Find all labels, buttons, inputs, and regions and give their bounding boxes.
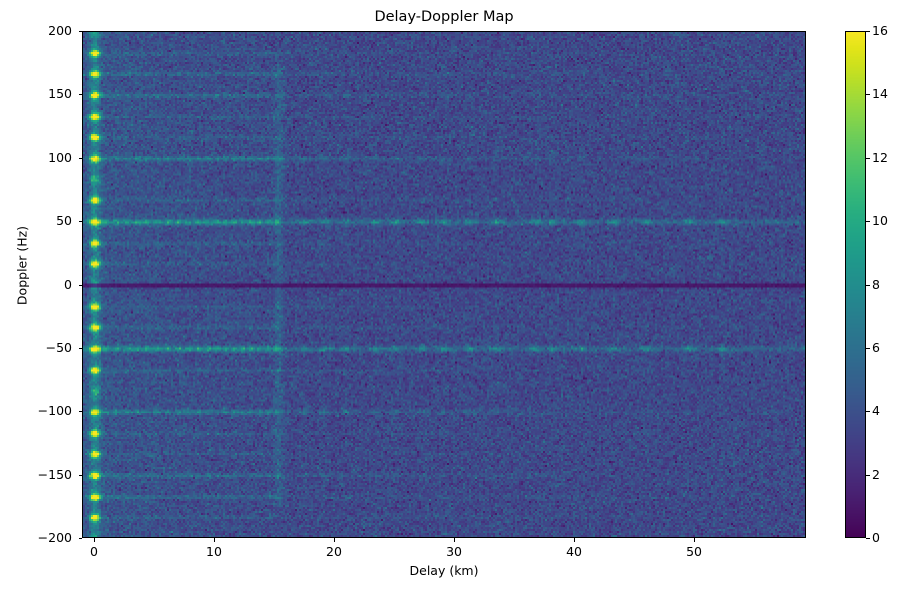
colorbar-tick-label-14: 14 [872, 86, 888, 102]
y-tick-label--50: −50 [45, 339, 72, 355]
y-tick-0 [78, 284, 82, 286]
colorbar-tick-label-8: 8 [872, 276, 880, 292]
x-tick-0 [94, 538, 95, 542]
x-tick-label-0: 0 [90, 544, 98, 559]
y-tick-label-0: 0 [64, 276, 72, 292]
x-tick-40 [574, 538, 576, 542]
colorbar-tick-0 [866, 538, 870, 539]
x-tick-10 [214, 538, 215, 542]
y-tick--150 [78, 474, 82, 476]
colorbar-tick-label-0: 0 [872, 530, 880, 545]
colorbar-tick-16 [866, 31, 870, 32]
colorbar-tick-label-10: 10 [872, 213, 888, 229]
y-axis-label: Doppler (Hz) [14, 225, 30, 306]
y-tick-label--100: −100 [37, 403, 72, 419]
heatmap-axes[interactable] [82, 31, 806, 538]
x-tick-label-40: 40 [566, 544, 582, 559]
x-axis-label: Delay (km) [409, 563, 479, 578]
y-tick-50 [78, 221, 82, 223]
colorbar-tick-2 [866, 474, 870, 476]
delay-doppler-heatmap[interactable] [83, 32, 805, 537]
x-tick-label-20: 20 [326, 544, 342, 559]
colorbar-gradient [846, 32, 865, 537]
y-tick--100 [78, 411, 82, 413]
y-tick--200 [78, 538, 82, 539]
page-title: Delay-Doppler Map [374, 9, 514, 25]
y-tick-label--150: −150 [37, 466, 72, 482]
colorbar-tick-14 [866, 94, 870, 96]
y-tick--50 [78, 347, 82, 349]
x-tick-50 [694, 538, 696, 542]
colorbar[interactable] [845, 31, 866, 538]
y-tick-label--200: −200 [37, 530, 72, 545]
colorbar-tick-label-6: 6 [872, 339, 880, 355]
y-tick-label-200: 200 [48, 23, 72, 38]
y-tick-100 [78, 157, 82, 159]
x-tick-30 [454, 538, 456, 542]
y-tick-label-50: 50 [56, 213, 72, 229]
colorbar-tick-4 [866, 411, 870, 413]
x-tick-label-50: 50 [686, 544, 702, 559]
colorbar-tick-label-4: 4 [872, 403, 880, 419]
colorbar-tick-label-12: 12 [872, 149, 888, 165]
colorbar-tick-label-16: 16 [872, 23, 888, 38]
y-tick-150 [78, 94, 82, 96]
colorbar-tick-8 [866, 284, 870, 286]
colorbar-tick-6 [866, 347, 870, 349]
x-tick-label-30: 30 [446, 544, 462, 559]
colorbar-tick-12 [866, 157, 870, 159]
y-tick-200 [78, 31, 82, 32]
x-tick-label-10: 10 [206, 544, 222, 559]
colorbar-tick-label-2: 2 [872, 466, 880, 482]
x-tick-20 [334, 538, 335, 542]
y-tick-label-150: 150 [48, 86, 72, 102]
colorbar-tick-10 [866, 221, 870, 223]
y-tick-label-100: 100 [48, 149, 72, 165]
